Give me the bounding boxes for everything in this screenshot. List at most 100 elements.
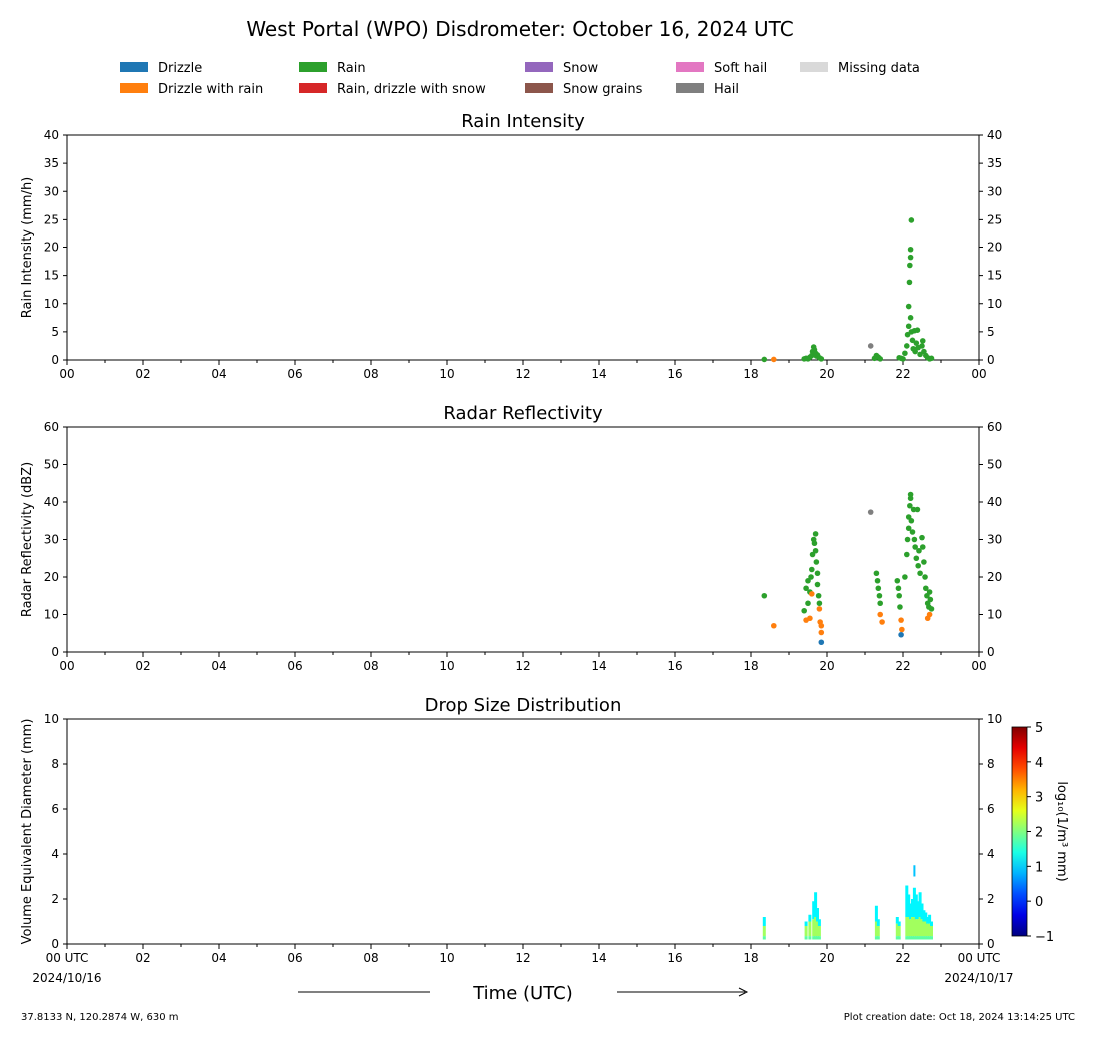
y-tick-label: 50 [44,458,59,472]
dsd-cell [804,921,808,926]
y-tick-label: 0 [51,937,59,951]
dsd-cell [912,917,916,937]
data-point [912,348,918,355]
dsd-cell [817,919,821,926]
x-tick-label: 06 [287,951,302,965]
y-tick-label-right: 20 [987,241,1002,255]
legend-swatch [299,83,327,93]
data-point [922,574,928,580]
legend-swatch [676,62,704,72]
y-tick-label: 5 [51,325,59,339]
data-point [898,617,904,623]
x-tick-label: 00 [971,367,986,381]
data-point [897,604,903,610]
x-tick-label: 04 [211,951,226,965]
dsd-cell [916,901,920,920]
y-tick-label-right: 5 [987,325,995,339]
y-axis-label: Rain Intensity (mm/h) [20,177,35,319]
legend-label: Drizzle with rain [158,82,263,97]
data-point [809,551,816,558]
x-tick-label: 00 [59,367,74,381]
dsd-cell [816,921,819,937]
colorbar-tick-label: 1 [1035,860,1043,875]
colorbar-tick-label: 4 [1035,756,1043,771]
dsd-cell [874,936,878,940]
legend-label: Drizzle [158,61,202,76]
dsd-cell [762,917,766,926]
dsd-cell [814,936,818,940]
y-tick-label-right: 35 [987,156,1002,170]
y-tick-label-right: 20 [987,570,1002,584]
dsd-cell [922,936,926,940]
x-tick-label: 10 [439,951,454,965]
y-tick-label-right: 4 [987,847,995,861]
data-point [814,570,821,577]
x-tick-label: 18 [743,367,758,381]
dsd-cell [928,936,932,940]
x-tick-label: 10 [439,659,454,673]
data-point [908,517,915,524]
x-tick-label: 16 [667,367,682,381]
data-point [809,591,815,597]
data-point [912,544,918,550]
dsd-cell [895,917,899,924]
data-point [813,559,820,565]
data-point [902,350,908,357]
y-tick-label-right: 30 [987,533,1002,547]
dsd-cell [920,936,924,940]
x-tick-label: 22 [895,367,910,381]
data-point [899,626,905,633]
data-point [771,622,777,629]
dsd-cell [895,936,899,940]
x-tick-label: 10 [439,367,454,381]
dsd-cell [911,917,914,937]
x-tick-label: 02 [135,659,150,673]
y-tick-label: 40 [44,495,59,509]
dsd-cell [930,926,933,937]
x-tick-label: 22 [895,659,910,673]
legend-swatch [120,62,148,72]
colorbar-label: log₁₀(1/m³ mm) [1054,781,1069,881]
legend-item: Rain, drizzle with snow [299,82,486,97]
data-point [898,631,904,638]
x-tick-label: 00 UTC [958,951,1001,965]
dsd-cell [926,917,930,924]
data-point [916,547,922,554]
data-point [814,581,821,588]
dsd-cell [817,926,821,937]
y-tick-label: 20 [44,570,59,584]
data-point [812,547,819,554]
dsd-cell [912,936,916,940]
y-tick-label-right: 10 [987,712,1002,726]
x-tick-label: 12 [515,367,530,381]
x-tick-label: 02 [135,951,150,965]
x-tick-label: 20 [819,951,834,965]
time-arrow-head [738,987,749,997]
y-tick-label-right: 8 [987,757,995,771]
data-point [926,589,933,595]
y-axis-label: Volume Equivalent Diameter (mm) [20,719,35,945]
data-point [909,529,916,535]
series-rain [761,491,935,614]
x-tick-label: 02 [135,367,150,381]
x-axis-label: Time (UTC) [472,983,573,1004]
data-point [876,592,883,599]
x-tick-label: 00 UTC [46,951,89,965]
legend-item: Rain [299,61,366,76]
data-point [896,592,902,599]
legend-item: Snow grains [525,82,643,97]
bottom-annotations: 2024/10/16 2024/10/17 Time (UTC) 37.8133… [21,971,1075,1023]
data-point [818,622,825,629]
series-drizzle [818,631,904,646]
dsd-cell [924,912,928,922]
plot-creation-date: Plot creation date: Oct 18, 2024 13:14:2… [844,1012,1075,1023]
y-tick-label: 6 [51,802,59,816]
dsd-cell [876,936,880,940]
dsd-cell [905,917,909,937]
data-point [875,585,882,592]
data-point [801,607,807,614]
series-hail [867,343,874,349]
y-tick-label-right: 10 [987,297,1002,311]
data-point [816,606,823,612]
x-tick-label: 08 [363,951,378,965]
